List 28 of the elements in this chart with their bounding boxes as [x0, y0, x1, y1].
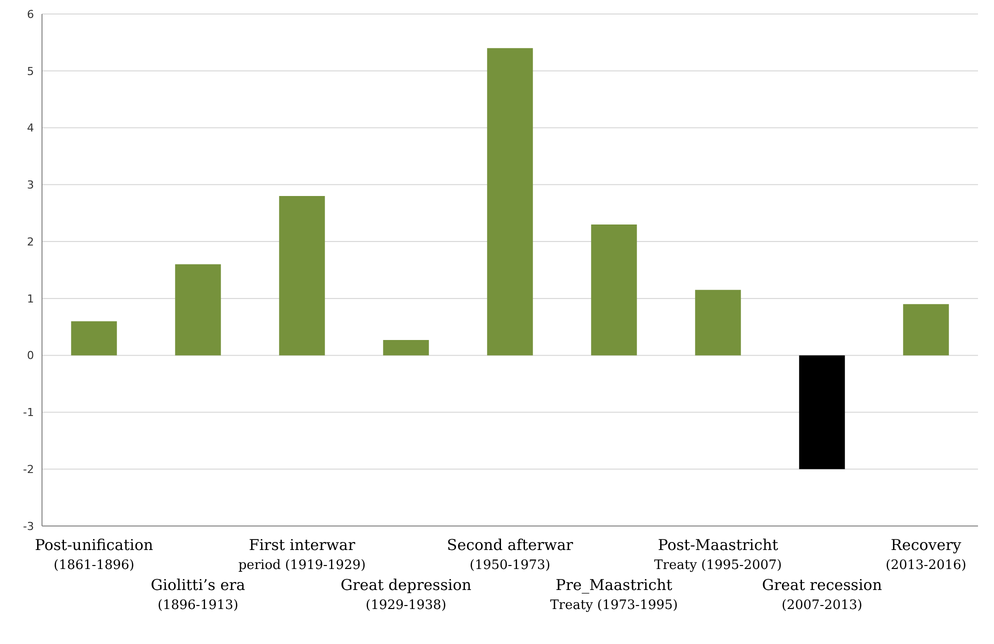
y-tick-label: 3	[27, 178, 34, 192]
y-tick-label: -2	[23, 463, 34, 476]
y-tick-label: 4	[27, 122, 34, 135]
bar	[279, 196, 325, 356]
y-tick-label: 2	[27, 235, 34, 248]
x-tick-label: Post-unification (1861-1896)	[34, 536, 154, 573]
y-tick-label: 6	[27, 8, 34, 21]
x-tick-label: Recovery (2013-2016)	[886, 536, 966, 573]
x-tick-label: Great depression (1929-1938)	[340, 576, 472, 613]
bar	[695, 290, 741, 356]
x-tick-label: Pre_Maastricht Treaty (1973-1995)	[550, 576, 678, 613]
y-tick-label: 1	[27, 292, 34, 306]
bar	[71, 321, 117, 356]
x-tick-label: Post-Maastricht Treaty (1995-2007)	[654, 536, 782, 573]
y-tick-label: -1	[23, 406, 34, 420]
x-tick-label: Great recession (2007-2013)	[762, 576, 882, 613]
y-tick-label: 5	[27, 64, 34, 78]
y-tick-label: 0	[27, 349, 34, 362]
bar	[591, 224, 637, 356]
x-tick-label: First interwar period (1919-1929)	[238, 536, 366, 573]
x-tick-label: Second afterwar (1950-1973)	[446, 536, 574, 573]
bar	[175, 264, 221, 356]
x-tick-label: Giolitti’s era (1896-1913)	[150, 576, 246, 613]
bar	[383, 340, 429, 356]
bar	[799, 355, 845, 470]
y-tick-label: -3	[23, 520, 34, 533]
bar	[487, 48, 533, 356]
bar	[903, 304, 949, 356]
